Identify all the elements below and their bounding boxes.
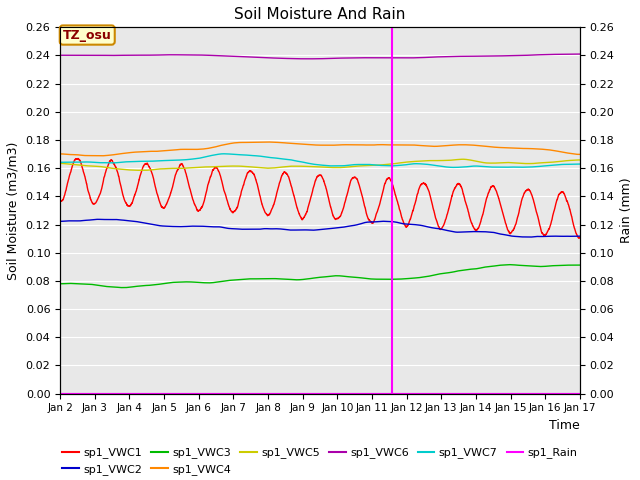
X-axis label: Time: Time (549, 419, 580, 432)
Legend: sp1_VWC1, sp1_VWC2, sp1_VWC3, sp1_VWC4, sp1_VWC5, sp1_VWC6, sp1_VWC7, sp1_Rain: sp1_VWC1, sp1_VWC2, sp1_VWC3, sp1_VWC4, … (58, 443, 582, 480)
Text: TZ_osu: TZ_osu (63, 28, 111, 42)
Y-axis label: Rain (mm): Rain (mm) (620, 178, 633, 243)
Title: Soil Moisture And Rain: Soil Moisture And Rain (234, 7, 406, 22)
Y-axis label: Soil Moisture (m3/m3): Soil Moisture (m3/m3) (7, 141, 20, 280)
